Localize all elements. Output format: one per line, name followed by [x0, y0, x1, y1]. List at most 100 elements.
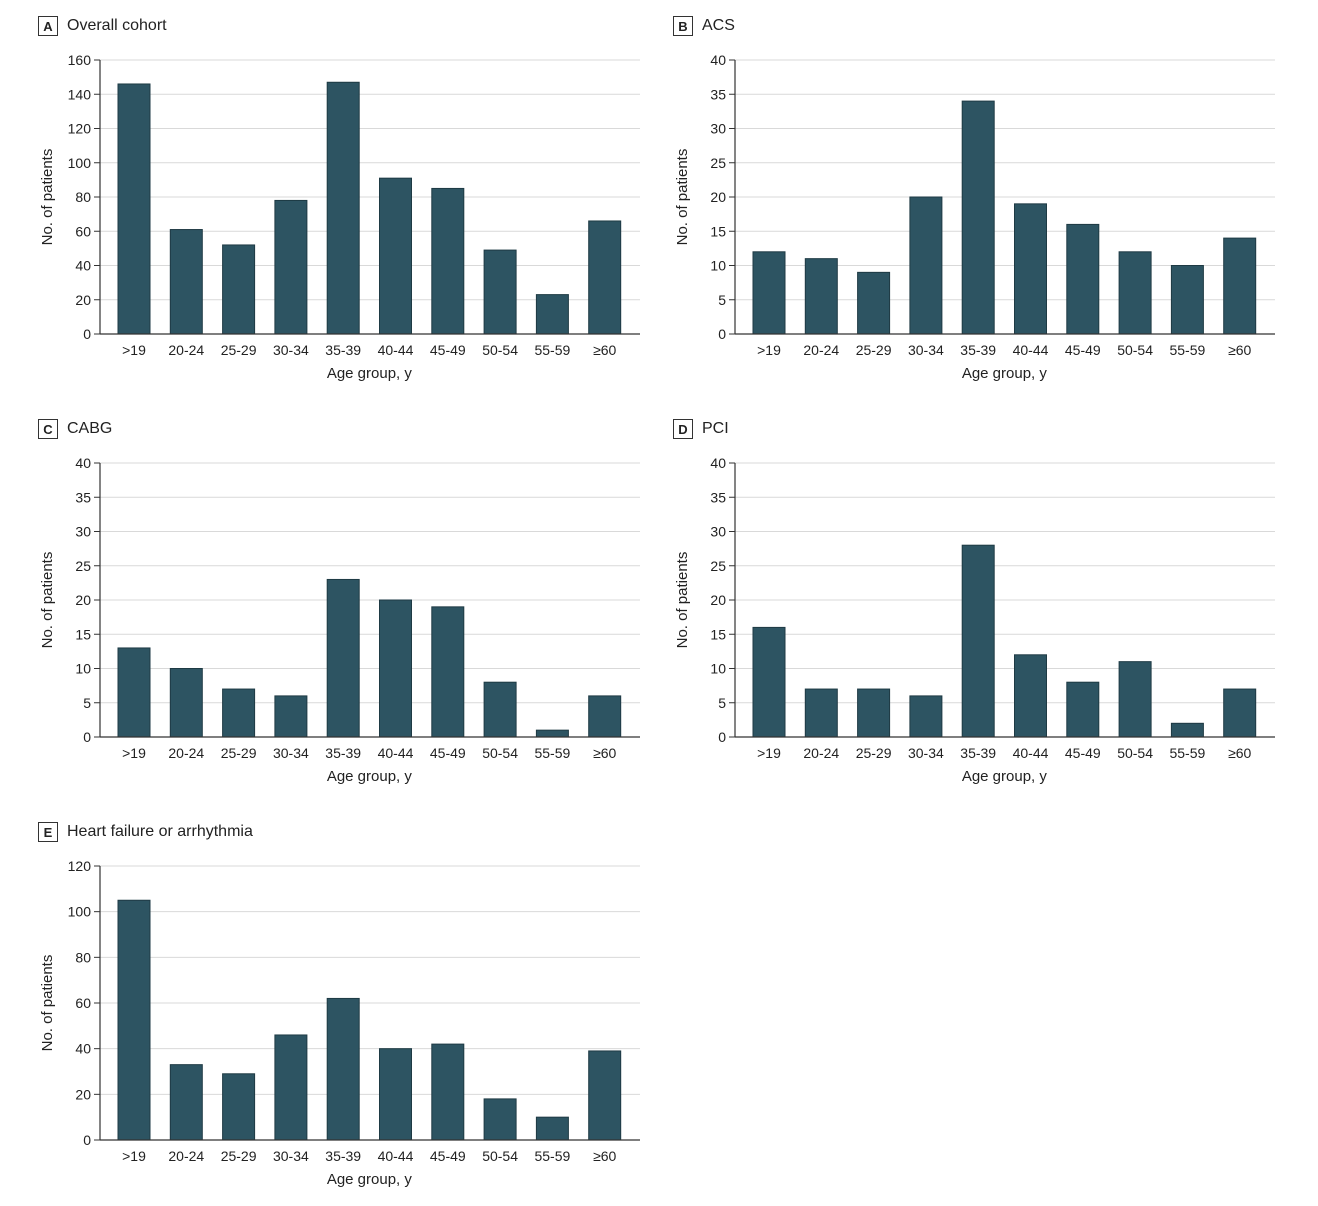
bar-30-34 [909, 695, 943, 738]
bar->19 [752, 251, 786, 335]
bar-20-24 [804, 258, 838, 335]
y-tick-label: 30 [75, 524, 91, 540]
y-tick-label: 25 [710, 155, 726, 171]
y-tick-label: 40 [710, 455, 726, 471]
x-axis-title: Age group, y [962, 365, 1048, 382]
panel-header: A Overall cohort [38, 14, 167, 38]
bar-20-24 [804, 688, 838, 738]
y-tick-label: 20 [710, 592, 726, 608]
x-axis-title: Age group, y [327, 365, 413, 382]
y-tick-label: 25 [75, 558, 91, 574]
x-tick-label: 20-24 [168, 342, 204, 358]
y-tick-label: 35 [710, 489, 726, 505]
x-tick-label: 25-29 [856, 745, 892, 761]
bar-20-24 [169, 668, 203, 738]
y-tick-label: 40 [75, 1041, 91, 1057]
panel-acs: B ACS 0 5 10 15 20 25 30 35 40 >19 20-24 25-29 30-34… [635, 0, 1275, 400]
y-axis-title: No. of patients [674, 552, 691, 649]
y-tick-label: 25 [710, 558, 726, 574]
panel-cabg: C CABG 0 5 10 15 20 25 30 35 40 >19 20-24 25-29 30-3… [0, 403, 640, 803]
y-tick-label: 20 [710, 189, 726, 205]
bar-chart: 0 5 10 15 20 25 30 35 40 >19 20-24 25-29 30-34 35-39 4… [39, 455, 640, 785]
y-tick-label: 80 [75, 189, 91, 205]
bar-chart: 0 20 40 60 80 100 120 >19 20-24 25-29 30-34 35-39 40… [39, 858, 640, 1188]
panel-letter: E [38, 822, 58, 842]
x-tick-label: 45-49 [430, 745, 466, 761]
x-tick-label: >19 [122, 342, 146, 358]
x-tick-label: 50-54 [482, 745, 518, 761]
bar-35-39 [961, 100, 995, 335]
x-tick-label: 25-29 [856, 342, 892, 358]
x-tick-label: ≥60 [1228, 342, 1251, 358]
x-tick-label: 35-39 [960, 745, 996, 761]
x-tick-label: 50-54 [482, 342, 518, 358]
panel-pci: D PCI 0 5 10 15 20 25 30 35 40 >19 20-24 25-29 30-34… [635, 403, 1275, 803]
x-tick-label: ≥60 [1228, 745, 1251, 761]
bar-55-59 [535, 729, 569, 738]
bar-20-24 [169, 1064, 203, 1141]
bar-40-44 [379, 599, 412, 738]
y-tick-label: 20 [75, 292, 91, 308]
bar-≥60 [1223, 688, 1257, 738]
bar->19 [752, 626, 786, 738]
x-tick-label: ≥60 [593, 745, 616, 761]
x-tick-label: 20-24 [803, 342, 839, 358]
bar-25-29 [857, 688, 891, 738]
x-tick-label: 50-54 [1117, 745, 1153, 761]
y-tick-label: 0 [718, 729, 726, 745]
bar-20-24 [169, 229, 203, 335]
y-tick-label: 80 [75, 949, 91, 965]
x-tick-label: 35-39 [960, 342, 996, 358]
y-tick-label: 0 [83, 1132, 91, 1148]
y-tick-label: 10 [75, 661, 91, 677]
panel-title: ACS [702, 17, 735, 34]
y-tick-label: 0 [83, 326, 91, 342]
x-tick-label: 45-49 [1065, 745, 1101, 761]
bar-30-34 [274, 1034, 308, 1141]
bar-50-54 [1118, 251, 1152, 335]
x-tick-label: ≥60 [593, 1148, 616, 1164]
bar-≥60 [588, 220, 622, 335]
x-axis-title: Age group, y [962, 768, 1048, 785]
x-tick-label: 25-29 [221, 1148, 257, 1164]
y-tick-label: 5 [718, 695, 726, 711]
x-tick-label: 35-39 [325, 342, 361, 358]
bar-45-49 [1066, 223, 1100, 335]
x-tick-label: 30-34 [273, 342, 309, 358]
bar-35-39 [326, 81, 360, 335]
bar-≥60 [588, 695, 622, 738]
y-tick-label: 15 [710, 626, 726, 642]
y-tick-label: 15 [710, 223, 726, 239]
y-tick-label: 120 [68, 858, 92, 874]
y-tick-label: 35 [75, 489, 91, 505]
x-tick-label: 35-39 [325, 745, 361, 761]
y-axis-title: No. of patients [39, 552, 56, 649]
x-tick-label: 40-44 [378, 342, 414, 358]
x-tick-label: 40-44 [1013, 745, 1049, 761]
x-tick-label: 30-34 [908, 745, 944, 761]
x-tick-label: 50-54 [482, 1148, 518, 1164]
bar-55-59 [535, 1116, 569, 1141]
x-tick-label: >19 [757, 745, 781, 761]
x-tick-label: 20-24 [803, 745, 839, 761]
y-tick-label: 0 [83, 729, 91, 745]
x-tick-label: 55-59 [1169, 745, 1205, 761]
x-tick-label: ≥60 [593, 342, 616, 358]
x-tick-label: 25-29 [221, 745, 257, 761]
y-tick-label: 30 [710, 121, 726, 137]
panel-title: PCI [702, 420, 729, 437]
y-tick-label: 60 [75, 223, 91, 239]
bar-chart: 0 5 10 15 20 25 30 35 40 >19 20-24 25-29 30-34 35-39 4… [674, 52, 1275, 382]
bar-30-34 [909, 196, 943, 335]
y-tick-label: 100 [68, 904, 92, 920]
bar-45-49 [431, 187, 465, 335]
bar-40-44 [1014, 203, 1047, 335]
bar-25-29 [222, 688, 256, 738]
panel-header: D PCI [673, 417, 729, 441]
bar->19 [117, 83, 151, 335]
y-tick-label: 20 [75, 592, 91, 608]
bar-55-59 [535, 294, 569, 335]
x-tick-label: 40-44 [378, 745, 414, 761]
panel-title: Overall cohort [67, 17, 167, 34]
panel-header: E Heart failure or arrhythmia [38, 820, 253, 844]
